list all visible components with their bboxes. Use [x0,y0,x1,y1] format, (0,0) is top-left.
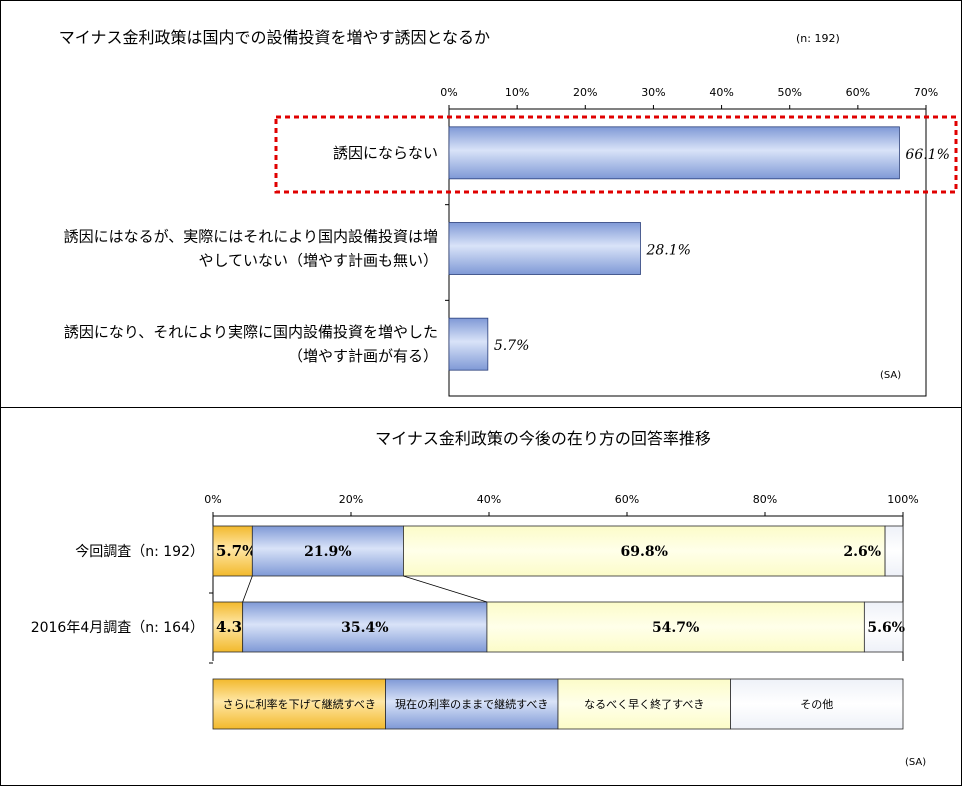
chart1-x-tick-label: 30% [641,86,665,99]
chart2-x-tick-label: 80% [753,493,777,506]
chart2-segment [863,601,904,653]
chart1-note: (SA) [880,370,901,381]
chart1-bar [448,317,489,371]
legend-swatch [385,678,559,730]
chart2-x-tick-label: 20% [339,493,363,506]
chart1-x-tick-label: 0% [440,86,457,99]
chart1-x-tick-label: 60% [846,86,870,99]
chart2-x-tick-label: 100% [887,493,918,506]
chart1-x-tick-label: 40% [709,86,733,99]
chart1-title: マイナス金利政策は国内での設備投資を増やす誘因となるか [59,28,490,47]
chart2-segment [403,525,886,577]
chart1-sample-note: (n: 192) [796,32,840,45]
chart2-segment-label: 21.9% [304,544,351,560]
chart1-x-tick-label: 20% [573,86,597,99]
legend-label: さらに利率を下げて継続すべき [223,697,376,711]
chart1-value-label: 5.7% [494,338,530,354]
chart1-x-tick-label: 50% [777,86,801,99]
legend-label: なるべく早く終了すべき [584,697,704,711]
chart2-segment-label: 69.8% [621,544,668,560]
chart2-segment [212,601,244,653]
chart2-stacked-bars: 5.7% 21.9% 69.8% 2.6%4.3% 35.4% 54.7% 5.6% [212,525,905,653]
chart2-x-tick-label: 60% [615,493,639,506]
chart1-x-tick-label: 10% [505,86,529,99]
legend-label: 現在の利率のままで継続すべき [395,697,548,711]
chart2-segment-label: 5.7% [216,542,256,560]
chart1-x-tick-label: 70% [914,86,938,99]
legend-label: その他 [800,698,833,711]
chart2-segment-label: 2.6% [843,544,881,560]
chart2-segment [251,525,404,577]
chart1-category-label: 誘因にならない [333,144,438,162]
chart2-segment-label: 54.7% [652,620,699,636]
legend-swatch [730,678,904,730]
chart1-category-label: 誘因になり、それにより実際に国内設備投資を増やした [64,323,438,341]
chart1-bar [448,126,900,180]
chart2-x-tick-label: 0% [204,493,221,506]
chart2-segment-label: 5.6% [867,620,905,636]
chart1-bars: 66.1% 28.1% 5.7% [448,126,950,371]
chart1-category-label: 誘因にはなるが、実際にはそれにより国内設備投資は増 [64,228,438,246]
chart2-segment [884,525,904,577]
chart2-row-label: 今回調査（n: 192） [75,544,204,560]
legend-swatch [557,678,731,730]
chart2-row-labels: 今回調査（n: 192） 2016年4月調査（n: 164） [31,544,204,636]
chart2-series-connector [242,575,253,603]
chart1-axis: 0% 10% 20% 30% 40% 50% 60% 70% [440,86,938,397]
chart2-segment [212,525,253,577]
chart2-segment [486,601,865,653]
chart1-category-label: （増やす計画が有る） [288,347,438,365]
chart2-note: (SA) [905,757,926,768]
chart2-legend: さらに利率を下げて継続すべき 現在の利率のままで継続すべき なるべく早く終了すべき そ… [212,678,904,730]
chart1-value-label: 28.1% [645,243,690,259]
chart2-title: マイナス金利政策の今後の在り方の回答率推移 [375,429,711,448]
chart1-category-label: やしていない（増やす計画も無い） [198,252,438,270]
chart2-series-connector [403,575,488,603]
legend-swatch [212,678,386,730]
chart2-segment-label: 35.4% [341,620,388,636]
chart1-category-labels: 誘因にならない誘因にはなるが、実際にはそれにより国内設備投資は増やしていない（増… [64,144,438,365]
chart2-segment [242,601,488,653]
chart2-row-label: 2016年4月調査（n: 164） [31,620,204,636]
chart2-x-tick-label: 40% [477,493,501,506]
chart1-bar [448,222,641,275]
chart1-value-label: 66.1% [905,147,949,163]
panel-divider [0,407,962,408]
